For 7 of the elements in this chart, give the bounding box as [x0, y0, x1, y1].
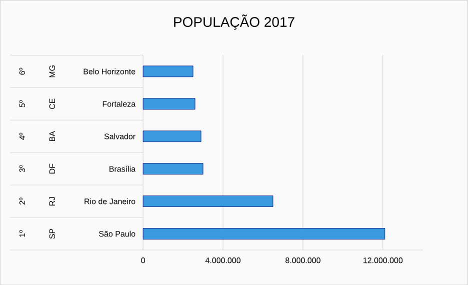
bar	[142, 98, 196, 110]
bar	[142, 196, 274, 207]
bar	[142, 163, 204, 174]
bar	[142, 228, 386, 240]
chart-title: POPULAÇÃO 2017	[174, 14, 294, 30]
bar	[142, 130, 202, 142]
bar	[142, 66, 194, 78]
